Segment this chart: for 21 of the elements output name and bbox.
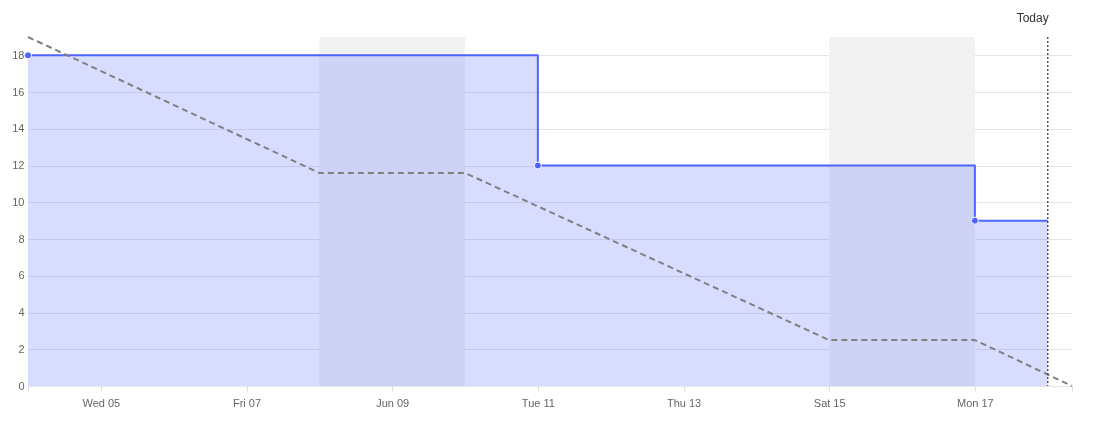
x-tick-label: Thu 13	[666, 396, 702, 409]
ref-line-label: Today	[1016, 11, 1049, 25]
y-tick-label: 16	[12, 85, 25, 98]
point	[970, 216, 979, 225]
y-tick-label: 2	[18, 342, 25, 355]
y-tick-label: 0	[18, 379, 25, 392]
point	[533, 161, 542, 170]
point	[23, 51, 33, 60]
y-tick-label: 10	[12, 195, 25, 208]
y-tick-label: 6	[18, 269, 25, 282]
y-tick-label: 8	[18, 232, 25, 245]
x-tick-label: Mon 17	[957, 396, 994, 409]
x-tick-label: Fri 07	[232, 396, 262, 409]
x-tick-label: Sat 15	[813, 396, 846, 409]
y-tick-label: 12	[12, 159, 25, 172]
y-tick-label: 14	[12, 122, 25, 135]
y-tick-label: 4	[18, 306, 25, 319]
x-tick-label: Tue 11	[521, 396, 555, 409]
y-tick-label: 18	[12, 48, 25, 61]
x-tick-label: Jun 09	[376, 396, 410, 409]
x-tick-label: Wed 05	[82, 396, 121, 409]
